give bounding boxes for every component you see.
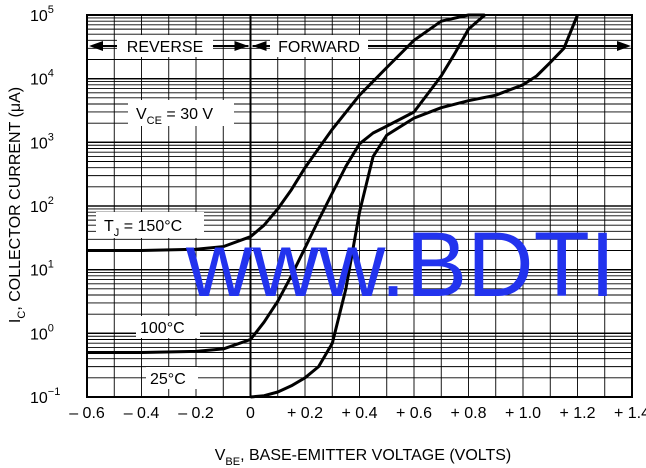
x-tick-label: – 0.2: [178, 405, 214, 422]
series-line-2: [250, 14, 579, 399]
x-tick-label: – 0.4: [124, 405, 160, 422]
forward-label: FORWARD: [278, 39, 360, 56]
t25-label: 25°C: [150, 371, 186, 388]
x-tick-label: + 1.2: [559, 405, 595, 422]
x-axis-title: VBE, BASE-EMITTER VOLTAGE (VOLTS): [215, 447, 512, 468]
series-line-0: [87, 13, 485, 252]
arrowhead-reverse-right: [234, 41, 249, 51]
tj-label: TJ = 150°C: [104, 218, 182, 239]
y-tick-labels: 105 104 103 102 101 100 10−1: [30, 4, 60, 407]
y-tick-label: 100: [30, 322, 54, 343]
y-tick-label: 104: [30, 68, 54, 89]
x-tick-label: + 0.6: [396, 405, 432, 422]
plot-frame: [86, 14, 633, 398]
annotations: REVERSE FORWARD VCE = 30 V TJ = 150°C 100°C 2…: [96, 39, 360, 389]
t100-label-bg: [136, 316, 200, 338]
reverse-label: REVERSE: [127, 39, 203, 56]
y-tick-label: 105: [30, 4, 54, 25]
x-tick-label: + 0.4: [341, 405, 377, 422]
axis-titles: VBE, BASE-EMITTER VOLTAGE (VOLTS) IC, COL…: [7, 87, 511, 468]
curves: [87, 13, 579, 399]
x-tick-label: + 0.2: [287, 405, 323, 422]
region-arrows: [89, 35, 631, 57]
y-tick-label: 101: [30, 259, 54, 280]
watermark: www.BDTI: [185, 214, 615, 316]
arrowhead-right: [617, 41, 631, 51]
y-tick-label: 102: [30, 195, 54, 216]
x-tick-label: + 1.4: [614, 405, 646, 422]
arrowhead-left: [89, 41, 103, 51]
t100-label: 100°C: [140, 320, 185, 337]
y-axis-title: IC, COLLECTOR CURRENT (μA): [7, 87, 28, 323]
t25-label-bg: [146, 367, 198, 389]
y-tick-label: 103: [30, 131, 54, 152]
plot-border: [86, 14, 633, 398]
x-tick-label: 0: [246, 405, 255, 422]
x-tick-labels: – 0.6 – 0.4 – 0.2 0 + 0.2 + 0.4 + 0.6 + 0.8 + 1.…: [69, 405, 646, 422]
arrowhead-forward-left: [252, 41, 267, 51]
vce-label-bg: [128, 100, 234, 126]
series-line-1: [87, 13, 486, 354]
x-tick-label: – 0.6: [69, 405, 105, 422]
tj-label-bg: [96, 212, 204, 238]
forward-label-bg: [270, 35, 368, 57]
y-tick-label: 10−1: [30, 386, 60, 407]
reverse-label-bg: [117, 35, 213, 57]
x-tick-label: + 1.0: [505, 405, 541, 422]
vce-label: VCE = 30 V: [136, 106, 213, 127]
x-tick-label: + 0.8: [450, 405, 486, 422]
